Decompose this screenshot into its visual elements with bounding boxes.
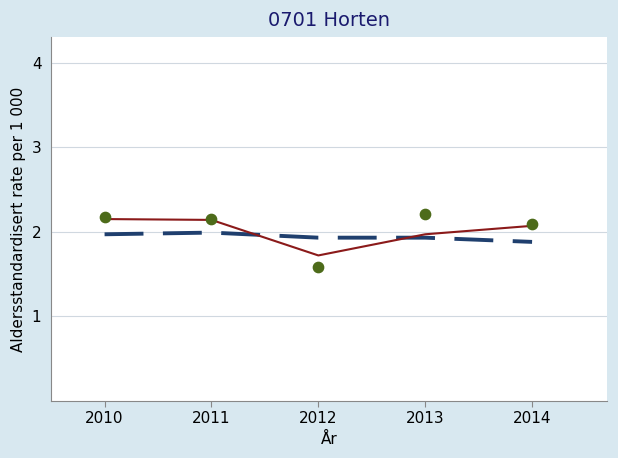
Y-axis label: Aldersstandardisert rate per 1 000: Aldersstandardisert rate per 1 000	[11, 87, 26, 352]
X-axis label: År: År	[321, 432, 337, 447]
Point	[420, 210, 430, 218]
Point	[527, 220, 537, 228]
Point	[99, 214, 109, 221]
Point	[313, 264, 323, 271]
Title: 0701 Horten: 0701 Horten	[268, 11, 390, 30]
Point	[206, 215, 216, 223]
